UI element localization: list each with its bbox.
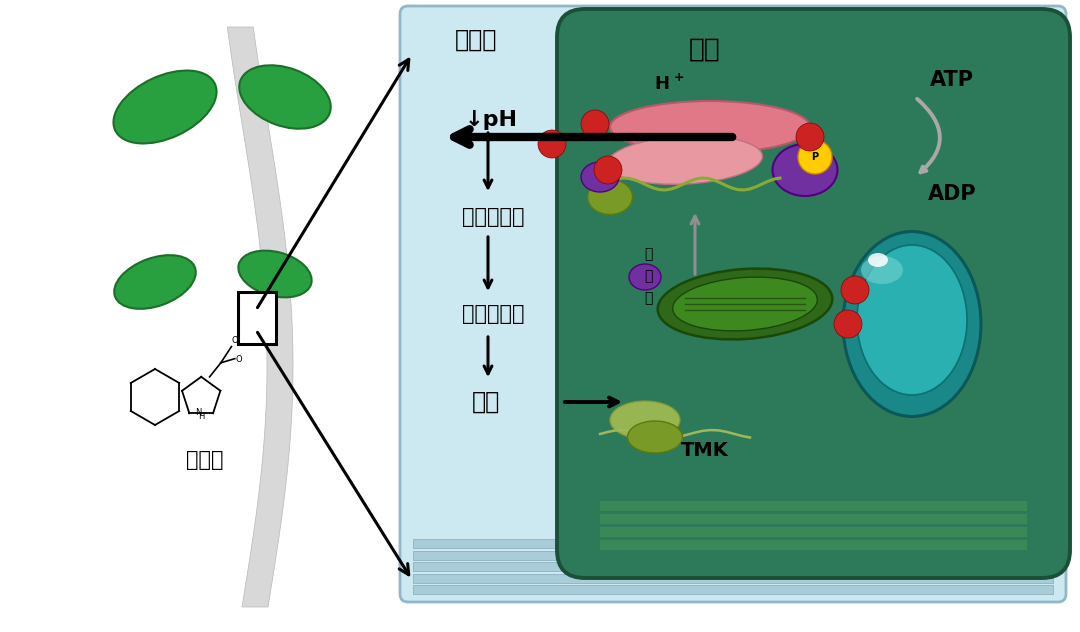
Bar: [413, 539, 1053, 548]
Bar: [413, 585, 1053, 594]
Circle shape: [798, 140, 832, 174]
Ellipse shape: [610, 101, 810, 153]
Ellipse shape: [627, 421, 683, 453]
Text: N: N: [195, 408, 202, 416]
Text: ↓pH: ↓pH: [465, 110, 518, 130]
Bar: [600, 527, 1027, 537]
Ellipse shape: [581, 162, 619, 192]
Bar: [600, 540, 1027, 550]
Text: ADP: ADP: [928, 184, 976, 204]
Bar: [413, 562, 1053, 571]
Ellipse shape: [861, 256, 903, 284]
Ellipse shape: [240, 65, 330, 129]
Bar: [600, 501, 1027, 511]
Text: ATP: ATP: [930, 70, 974, 90]
Text: H: H: [654, 75, 670, 93]
Text: +: +: [674, 71, 685, 83]
Bar: [413, 573, 1053, 583]
Ellipse shape: [588, 179, 633, 214]
FancyBboxPatch shape: [400, 6, 1066, 602]
Circle shape: [594, 156, 622, 184]
Ellipse shape: [843, 231, 981, 416]
Ellipse shape: [608, 136, 762, 185]
Text: 胞质体: 胞质体: [455, 28, 498, 52]
Ellipse shape: [673, 277, 818, 331]
Bar: [600, 514, 1027, 524]
Text: P: P: [811, 152, 819, 162]
Text: TMK: TMK: [681, 441, 729, 459]
Text: 激: 激: [644, 247, 652, 261]
Text: O: O: [235, 355, 242, 363]
Circle shape: [834, 310, 862, 338]
Ellipse shape: [868, 253, 888, 267]
Circle shape: [841, 276, 869, 304]
Polygon shape: [227, 27, 293, 607]
FancyBboxPatch shape: [557, 9, 1070, 578]
Bar: [413, 550, 1053, 559]
Ellipse shape: [658, 269, 833, 339]
Ellipse shape: [239, 251, 312, 298]
Text: 伸长: 伸长: [472, 390, 500, 414]
Text: 胞质: 胞质: [689, 37, 720, 63]
Text: 生长素: 生长素: [186, 450, 224, 470]
Text: 活: 活: [644, 269, 652, 283]
Circle shape: [538, 130, 566, 158]
Ellipse shape: [858, 245, 967, 395]
Circle shape: [581, 110, 609, 138]
Circle shape: [796, 123, 824, 151]
Ellipse shape: [629, 264, 661, 290]
Ellipse shape: [114, 255, 195, 309]
Text: 化: 化: [644, 291, 652, 305]
Ellipse shape: [610, 401, 680, 439]
Text: 细胞壁修饰: 细胞壁修饰: [462, 304, 525, 324]
Text: 蛋白酶激活: 蛋白酶激活: [462, 207, 525, 227]
Ellipse shape: [113, 71, 216, 143]
Bar: [238, 292, 276, 344]
Text: H: H: [198, 413, 204, 422]
Text: OH: OH: [231, 336, 244, 344]
Ellipse shape: [772, 144, 837, 196]
